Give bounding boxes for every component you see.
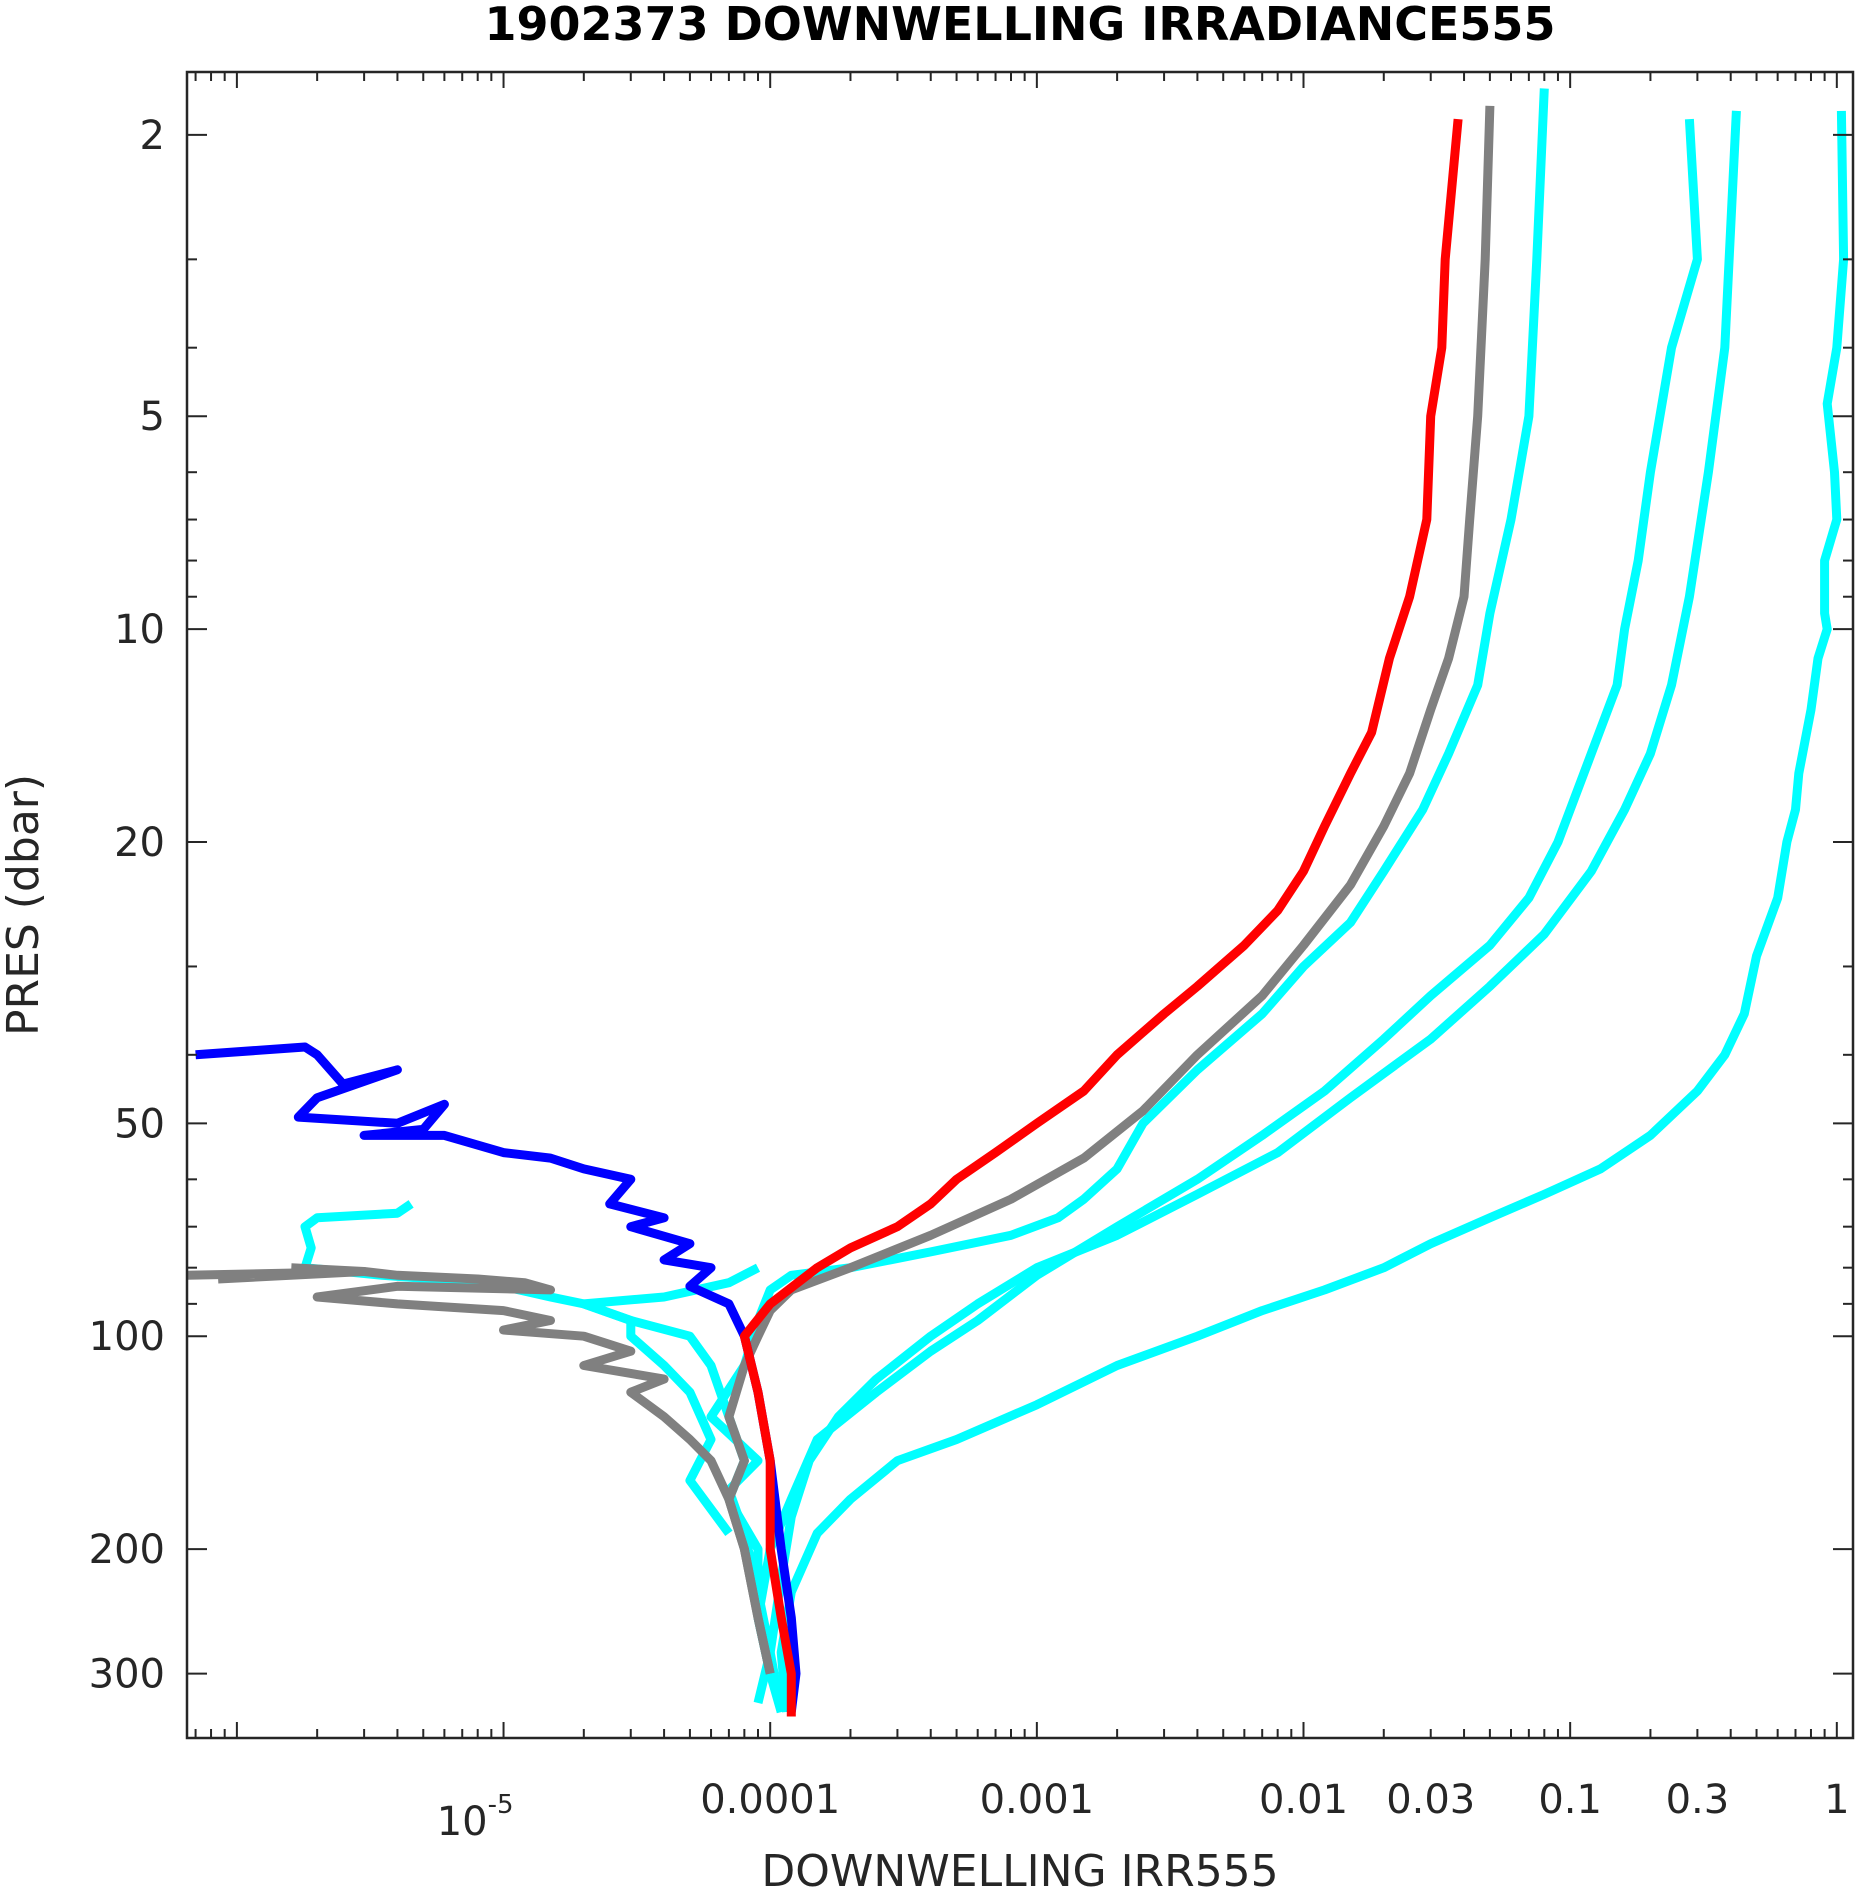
y-tick-label: 100 xyxy=(89,1314,165,1360)
x-tick-label: 0.1 xyxy=(1538,1777,1602,1823)
x-tick-label: 0.01 xyxy=(1259,1777,1348,1823)
x-tick-label: 0.03 xyxy=(1386,1777,1475,1823)
series-line-8 xyxy=(291,1263,775,1675)
y-tick-label: 200 xyxy=(89,1527,165,1573)
plot-frame xyxy=(185,70,1855,1740)
series-line-2 xyxy=(765,110,1741,1713)
y-tick-label: 2 xyxy=(140,113,165,159)
x-tick-label: 1 xyxy=(1824,1777,1849,1823)
y-axis-ticks xyxy=(187,133,1853,1675)
series-line-3 xyxy=(753,118,1702,1714)
x-tick-label: 0.001 xyxy=(980,1777,1095,1823)
y-tick-label: 20 xyxy=(114,820,165,866)
x-axis-ticks xyxy=(194,72,1838,1738)
series-line-9 xyxy=(186,1267,369,1284)
series-line-6 xyxy=(300,1200,733,1536)
chart-title: 1902373 DOWNWELLING IRRADIANCE555 xyxy=(485,0,1556,51)
x-axis-tick-labels: 10-5 0.0001 0.001 0.01 0.03 0.1 0.3 1 xyxy=(437,1777,1850,1845)
series-line-4 xyxy=(706,88,1549,1704)
series-line-11 xyxy=(739,118,1463,1717)
x-tick-label: 10-5 xyxy=(437,1790,514,1845)
y-axis-tick-labels: 2 5 10 20 50 100 200 300 xyxy=(89,113,165,1698)
series-line-10 xyxy=(195,1042,801,1713)
y-tick-label: 10 xyxy=(114,607,165,653)
series-line-1 xyxy=(776,110,1849,1713)
series-line-5 xyxy=(579,1263,775,1675)
y-tick-label: 50 xyxy=(114,1101,165,1147)
series-line-7 xyxy=(724,105,1495,1675)
x-tick-label: 0.0001 xyxy=(700,1777,840,1823)
x-axis-label: DOWNWELLING IRR555 xyxy=(761,1846,1278,1896)
y-axis-label: PRES (dbar) xyxy=(0,774,49,1036)
plot-lines xyxy=(186,88,1849,1717)
y-tick-label: 300 xyxy=(89,1652,165,1698)
x-tick-label: 0.3 xyxy=(1666,1777,1730,1823)
y-tick-label: 5 xyxy=(140,394,165,440)
